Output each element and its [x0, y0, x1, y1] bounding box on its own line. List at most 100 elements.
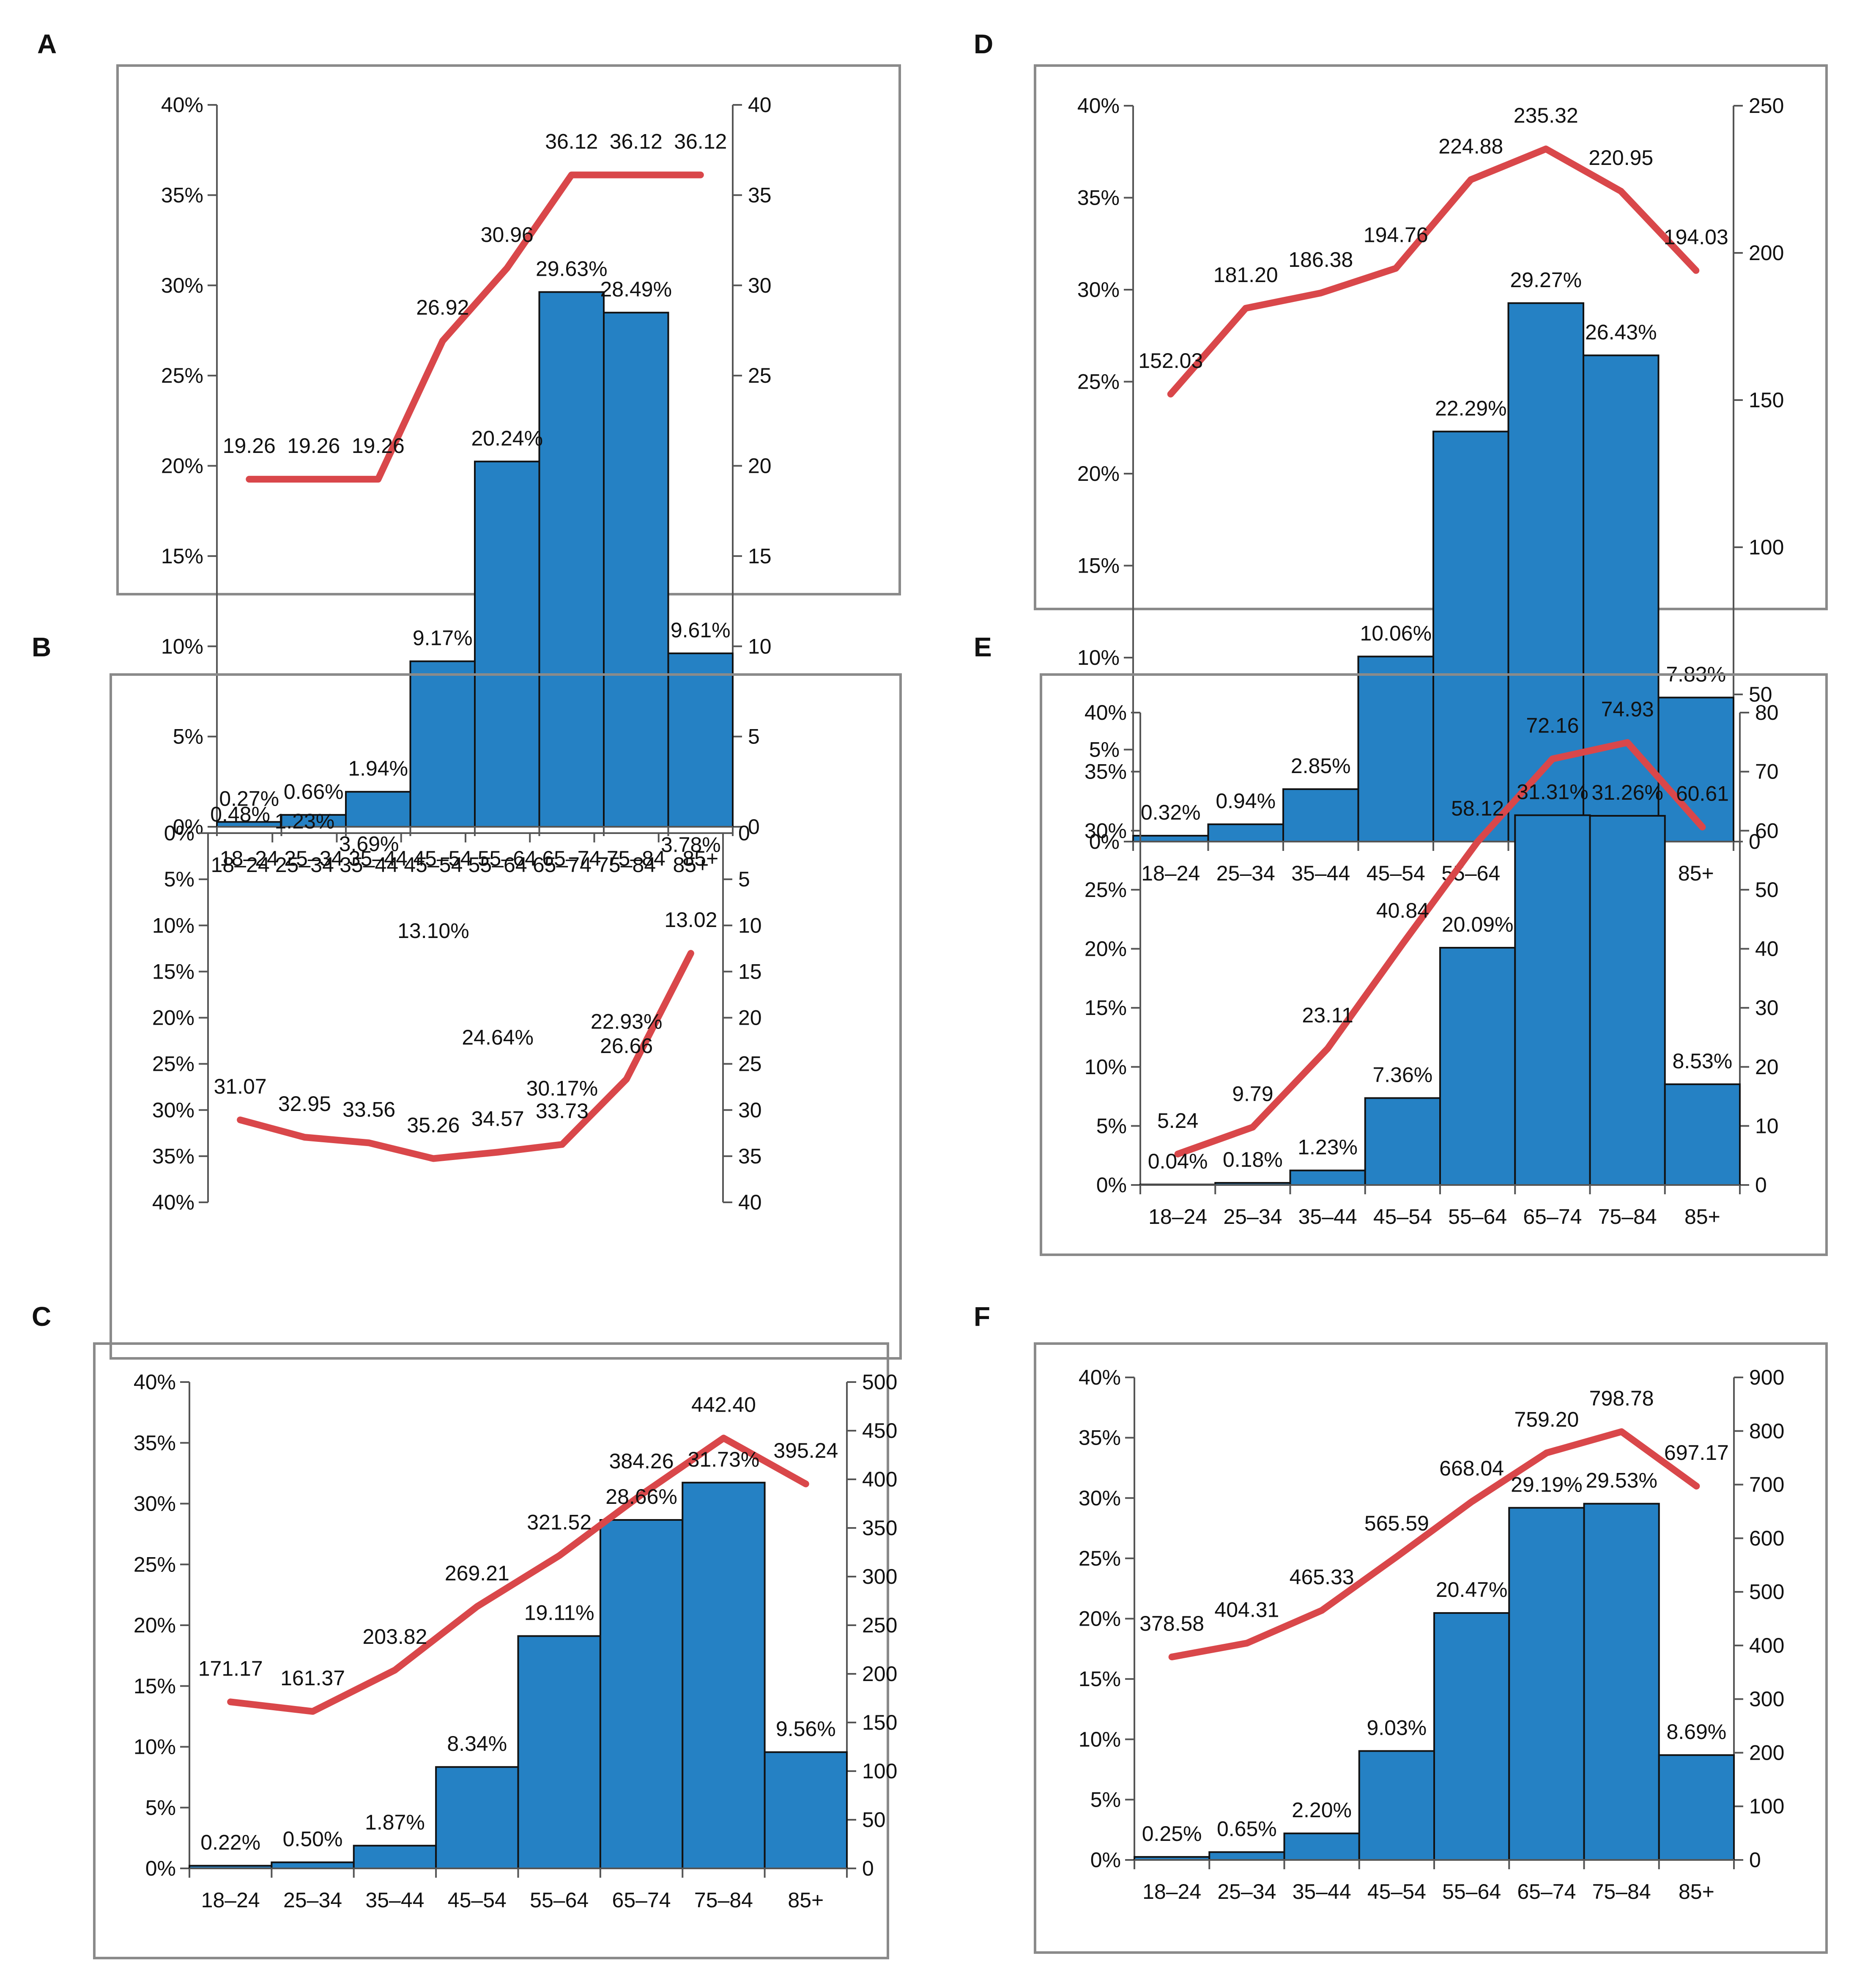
panel-c-bar-label: 0.50%: [283, 1827, 343, 1851]
panel-d-right-tick-label: 0: [1749, 830, 1761, 853]
panel-d-bar: [1132, 835, 1209, 842]
panel-f-x-tick-label: 35–44: [1293, 1880, 1351, 1903]
panel-c-bar-label: 31.73%: [688, 1448, 760, 1471]
panel-d-left-tick-label: 40%: [1077, 94, 1120, 118]
panel-a-line-label: 36.12: [610, 130, 663, 154]
panel-d-right-tick-label: 200: [1749, 241, 1784, 265]
panel-b-rate-line: [237, 950, 694, 1162]
panel-f-bar-label: 9.03%: [1367, 1716, 1427, 1739]
panel-a-bar-label: 29.63%: [536, 257, 608, 281]
panel-f-line-label: 404.31: [1214, 1598, 1279, 1621]
panel-c-bar: [271, 1861, 355, 1869]
panel-a-line-label: 36.12: [674, 130, 727, 154]
panel-d-rate-line: [1167, 145, 1700, 398]
panel-e-x-tick-label: 25–34: [1223, 1205, 1282, 1229]
panel-d-bar: [1282, 788, 1359, 843]
panel-b-line-label: 31.07: [214, 1075, 267, 1098]
panel-f-left-tick-label: 40%: [1079, 1366, 1121, 1389]
panel-d-x-tick-label: 35–44: [1291, 861, 1350, 885]
panel-c-right-tick-label: 150: [862, 1711, 897, 1734]
panel-e-x-tick-label: 18–24: [1148, 1205, 1207, 1229]
panel-d-bar-label: 29.27%: [1510, 268, 1582, 292]
panel-a-bar-label: 0.27%: [219, 787, 279, 810]
panel-b-line-label: 33.73: [536, 1099, 589, 1123]
panel-c-left-tick-label: 0%: [145, 1857, 176, 1880]
panel-d: D 0% 5% 10% 15% 20% 25% 30% 35% 40% 0 50 100 150 200 25…: [974, 29, 1828, 885]
panel-e-line-label: 40.84: [1376, 899, 1429, 922]
panel-f-left-tick-label: 15%: [1079, 1667, 1121, 1691]
panel-f-bar-label: 0.25%: [1142, 1822, 1202, 1846]
panel-a-letter: A: [37, 29, 57, 59]
panel-d-left-tick-label: 10%: [1077, 646, 1120, 669]
panel-f-left-tick-label: 35%: [1079, 1426, 1121, 1450]
panel-e-right-tick-label: 0: [1755, 1173, 1767, 1197]
panel-a-x-tick-label: 75–84: [607, 847, 666, 870]
panel-e-bar-label: 31.26%: [1591, 781, 1663, 804]
panel-c-right-tick-label: 400: [862, 1467, 897, 1491]
panel-b-right-tick-label: 40: [738, 1190, 762, 1214]
panel-b: B 0% 5% 10% 15% 20% 25% 30% 35% 40% 0 5 10 15 20 25 30 35…: [32, 632, 902, 1360]
panel-d-bar-label: 0.94%: [1216, 789, 1276, 813]
panel-e-line-label: 72.16: [1526, 713, 1579, 737]
panel-e-right-tick-label: 20: [1755, 1055, 1779, 1079]
panel-c-right-tick-label: 500: [862, 1370, 897, 1394]
panel-b-right-tick-label: 15: [738, 960, 762, 983]
panel-f-x-tick-label: 18–24: [1142, 1880, 1201, 1903]
panel-e-bar-label: 0.04%: [1148, 1149, 1208, 1173]
panel-a-bar: [409, 660, 476, 828]
panel-a-x-tick-label: 25–34: [284, 847, 343, 870]
panel-e-right-tick-label: 80: [1755, 701, 1779, 724]
panel-f-bar: [1358, 1750, 1435, 1861]
panel-c-bar-label: 19.11%: [524, 1601, 594, 1625]
panel-f-x-tick-label: 65–74: [1517, 1880, 1576, 1903]
panel-a: A 0% 5% 10% 15% 20% 25% 30% 35% 40% 0 5 10 15 20 25 30 35…: [37, 29, 901, 870]
panel-a-bar-label: 0.66%: [284, 780, 344, 804]
panel-d-line-label: 194.76: [1364, 223, 1428, 247]
panel-a-rate-line: [246, 171, 704, 483]
panel-b-left-tick-label: 10%: [152, 913, 194, 937]
panel-a-left-tick-label: 20%: [161, 454, 203, 478]
panel-e-x-tick-label: 75–84: [1598, 1205, 1657, 1229]
panel-f-bar-label: 0.65%: [1217, 1817, 1277, 1840]
panel-e-right-tick-label: 40: [1755, 937, 1779, 961]
panel-e-x-tick-label: 85+: [1684, 1205, 1720, 1229]
panel-e-bar: [1514, 814, 1591, 1186]
panel-e-line-label: 9.79: [1232, 1082, 1273, 1105]
panel-a-bar: [603, 312, 669, 828]
panel-f-right-tick-label: 0: [1749, 1848, 1761, 1872]
panel-f-bar: [1208, 1851, 1285, 1861]
panel-d-frame: [1034, 64, 1828, 610]
panel-a-line-label: 19.26: [352, 434, 405, 458]
panel-a-left-tick-label: 25%: [161, 364, 203, 387]
panel-c-x-tick-label: 85+: [788, 1888, 824, 1912]
panel-f: F 0% 5% 10% 15% 20% 25% 30% 35% 40% 0 100 200 300 400 5…: [974, 1301, 1828, 1954]
panel-d-bar-label: 22.29%: [1435, 396, 1507, 420]
panel-b-x-tick-label: 55–64: [468, 853, 527, 877]
panel-e-right-tick-label: 10: [1755, 1114, 1779, 1138]
panel-e-line-label: 60.61: [1676, 782, 1729, 806]
panel-f-left-tick-label: 25%: [1079, 1547, 1121, 1570]
panel-c-line-label: 442.40: [691, 1393, 756, 1416]
panel-a-x-tick-label: 65–74: [542, 847, 601, 870]
panel-e-bar: [1289, 1169, 1366, 1186]
panel-a-bar: [538, 291, 605, 828]
panel-a-x-tick-label: 18–24: [220, 847, 279, 870]
panel-c-bar: [764, 1751, 848, 1869]
panel-a-line-label: 36.12: [545, 130, 598, 154]
panel-b-bar-label: 1.23%: [274, 809, 334, 833]
panel-e-left-tick-label: 20%: [1085, 937, 1127, 961]
panel-a-x-tick-label: 45–54: [413, 847, 472, 870]
panel-c-bar-label: 28.66%: [605, 1485, 677, 1509]
panel-f-line-label: 378.58: [1139, 1612, 1204, 1635]
panel-e-letter: E: [974, 632, 992, 662]
panel-b-right-tick-label: 30: [738, 1098, 762, 1122]
panel-c-left-tick-label: 10%: [134, 1735, 176, 1759]
panel-f-bar: [1283, 1832, 1360, 1861]
panel-a-right-tick-label: 20: [748, 454, 772, 478]
panel-d-x-tick-label: 45–54: [1367, 861, 1425, 885]
panel-a-right-tick-label: 0: [748, 815, 760, 839]
panel-f-bar: [1433, 1612, 1510, 1861]
panel-c-rate-line: [227, 1434, 809, 1715]
panel-c-left-tick-label: 20%: [134, 1613, 176, 1637]
